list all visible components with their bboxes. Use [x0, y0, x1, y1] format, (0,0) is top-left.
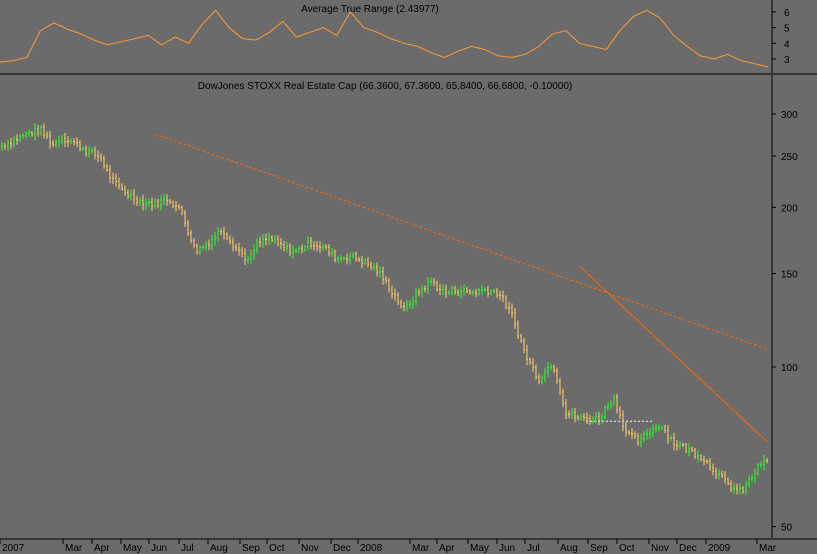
- price-y-tick-label: 200: [781, 203, 798, 214]
- x-tick-label: May: [123, 543, 142, 554]
- x-tick-label: Mar: [759, 543, 777, 554]
- x-tick-label: Sep: [590, 543, 608, 554]
- price-y-tick-label: 150: [781, 270, 798, 281]
- atr-title: Average True Range (2.43977): [301, 4, 439, 15]
- x-ticks: 2007 Mar Apr May Jun Jul Aug Sep Oct Nov Dec 2008 Ma…: [0, 539, 777, 554]
- atr-y-tick-label: 6: [784, 8, 790, 19]
- atr-panel: 6 5 4 3 Average True Range (2.43977): [0, 0, 790, 73]
- x-tick-label: Mar: [65, 543, 83, 554]
- atr-y-tick-label: 5: [784, 24, 790, 35]
- price-panel: 300 250 200 150 100 50 DowJones STOXX Real Es…: [1, 75, 798, 538]
- x-tick-label: 2009: [708, 543, 731, 554]
- x-tick-label: Jul: [527, 543, 540, 554]
- x-tick-label: Mar: [412, 543, 430, 554]
- price-y-tick-label: 300: [781, 110, 798, 121]
- trendlines: [154, 133, 769, 443]
- x-tick-label: Dec: [679, 543, 697, 554]
- x-tick-label: Apr: [439, 543, 455, 554]
- trendline: [579, 265, 769, 443]
- x-tick-label: Aug: [560, 543, 578, 554]
- x-tick-label: May: [470, 543, 489, 554]
- x-tick-label: Jun: [151, 543, 167, 554]
- price-y-tick-label: 100: [781, 363, 798, 374]
- x-axis: 2007 Mar Apr May Jun Jul Aug Sep Oct Nov Dec 2008 Ma…: [0, 538, 817, 554]
- price-y-ticks: 300 250 200 150 100 50: [772, 110, 798, 534]
- price-y-tick-label: 50: [781, 523, 793, 534]
- atr-y-tick-label: 4: [784, 39, 790, 50]
- x-tick-label: Oct: [269, 543, 285, 554]
- atr-series-line: [0, 9, 769, 68]
- x-tick-label: Apr: [94, 543, 110, 554]
- x-tick-label: Nov: [301, 543, 319, 554]
- x-tick-label: Oct: [619, 543, 635, 554]
- x-tick-label: Dec: [333, 543, 351, 554]
- price-bars: [1, 122, 768, 495]
- x-tick-label: Aug: [210, 543, 228, 554]
- x-tick-label: Jun: [499, 543, 515, 554]
- x-tick-label: Jul: [181, 543, 194, 554]
- atr-y-tick-label: 3: [784, 55, 790, 66]
- price-title: DowJones STOXX Real Estate Cap (66.3600,…: [198, 81, 573, 92]
- atr-y-ticks: 6 5 4 3: [772, 8, 790, 66]
- x-tick-label: Nov: [651, 543, 669, 554]
- x-tick-label: 2007: [2, 543, 25, 554]
- price-y-tick-label: 250: [781, 152, 798, 163]
- x-tick-label: 2008: [360, 543, 383, 554]
- x-tick-label: Sep: [242, 543, 260, 554]
- trendline: [154, 133, 769, 350]
